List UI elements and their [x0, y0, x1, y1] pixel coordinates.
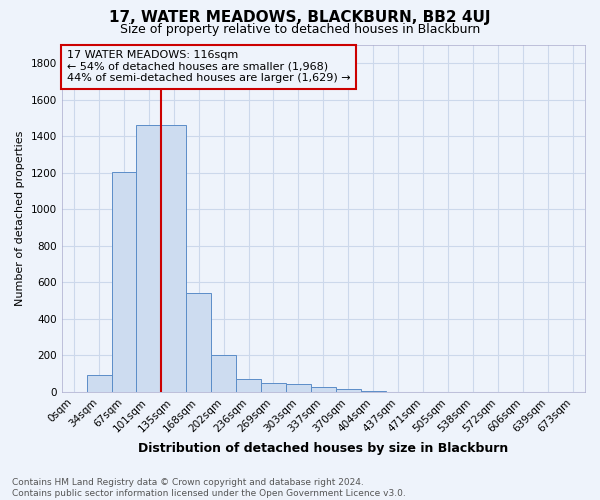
- Bar: [311, 387, 336, 392]
- Bar: [186, 294, 211, 392]
- Text: 17 WATER MEADOWS: 116sqm
← 54% of detached houses are smaller (1,968)
44% of sem: 17 WATER MEADOWS: 116sqm ← 54% of detach…: [67, 50, 350, 84]
- Bar: [261, 383, 286, 392]
- Text: Size of property relative to detached houses in Blackburn: Size of property relative to detached ho…: [120, 22, 480, 36]
- Bar: [112, 172, 136, 392]
- Y-axis label: Number of detached properties: Number of detached properties: [15, 131, 25, 306]
- Bar: [211, 356, 236, 392]
- Bar: [336, 389, 361, 392]
- Bar: [86, 374, 112, 392]
- Text: 17, WATER MEADOWS, BLACKBURN, BB2 4UJ: 17, WATER MEADOWS, BLACKBURN, BB2 4UJ: [109, 10, 491, 25]
- Bar: [136, 126, 161, 392]
- Bar: [286, 384, 311, 392]
- Bar: [161, 126, 186, 392]
- Text: Contains HM Land Registry data © Crown copyright and database right 2024.
Contai: Contains HM Land Registry data © Crown c…: [12, 478, 406, 498]
- Bar: [361, 391, 386, 392]
- X-axis label: Distribution of detached houses by size in Blackburn: Distribution of detached houses by size …: [138, 442, 508, 455]
- Bar: [236, 379, 261, 392]
